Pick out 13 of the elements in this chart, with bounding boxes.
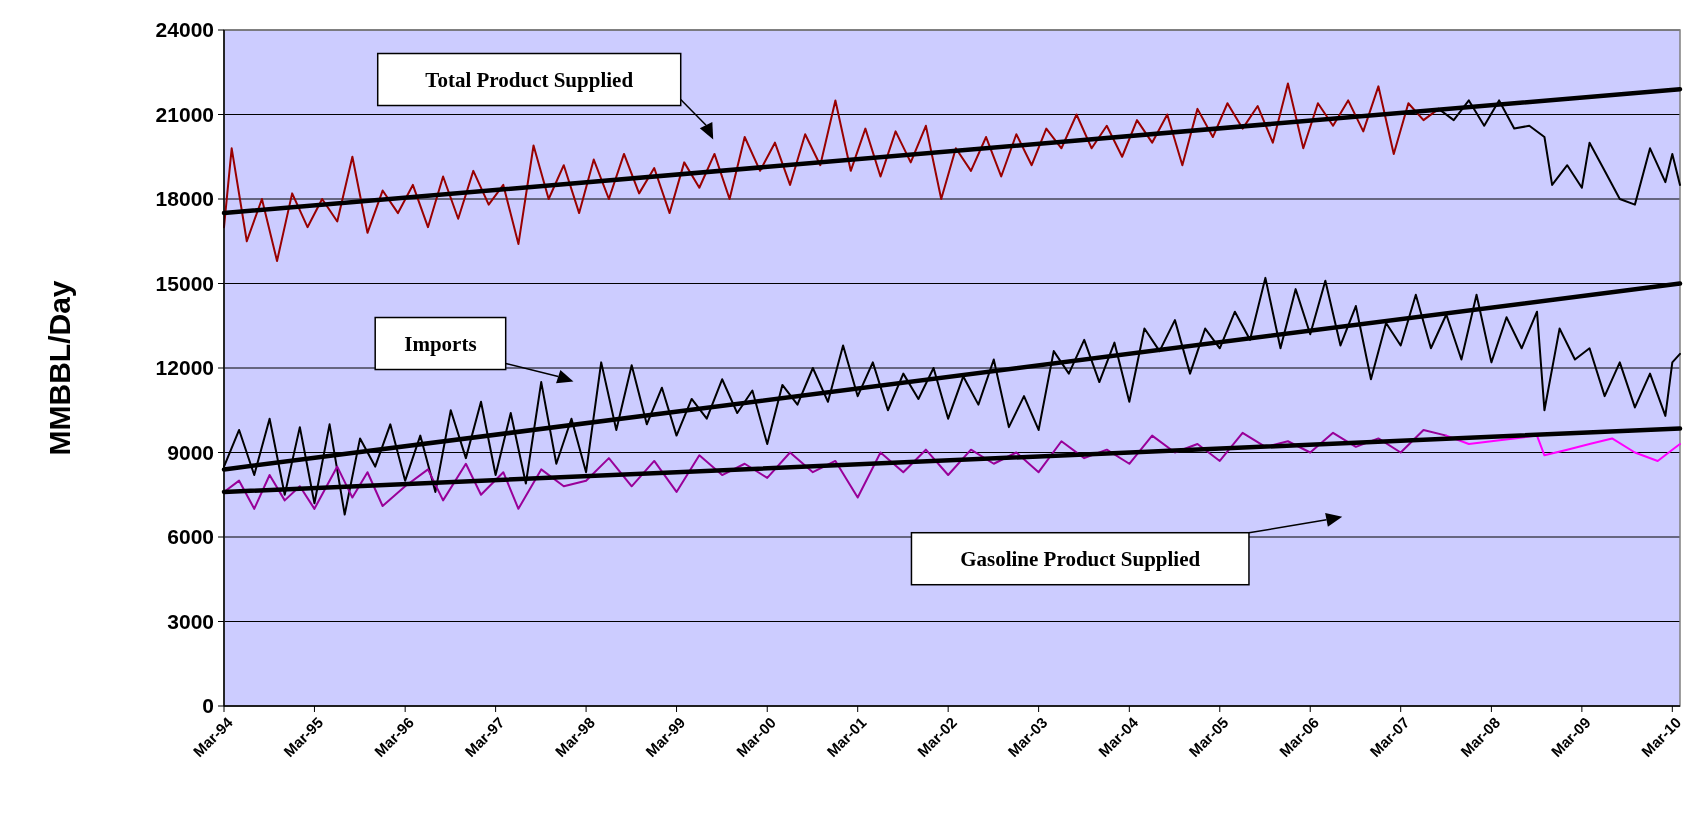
y-tick-label: 3000 bbox=[167, 609, 214, 633]
y-tick-label: 9000 bbox=[167, 440, 214, 464]
annotation: Gasoline Product Supplied bbox=[960, 547, 1201, 572]
y-tick-label: 15000 bbox=[155, 271, 214, 295]
annotation: Imports bbox=[404, 331, 477, 356]
y-tick-label: 12000 bbox=[155, 356, 214, 380]
y-tick-label: 24000 bbox=[155, 18, 214, 42]
y-axis-title: MMBBL/Day bbox=[43, 280, 76, 456]
y-tick-label: 0 bbox=[202, 694, 214, 718]
annotation: Total Product Supplied bbox=[425, 67, 634, 92]
y-tick-label: 21000 bbox=[155, 102, 214, 126]
y-tick-label: 6000 bbox=[167, 525, 214, 549]
y-tick-label: 18000 bbox=[155, 187, 214, 211]
